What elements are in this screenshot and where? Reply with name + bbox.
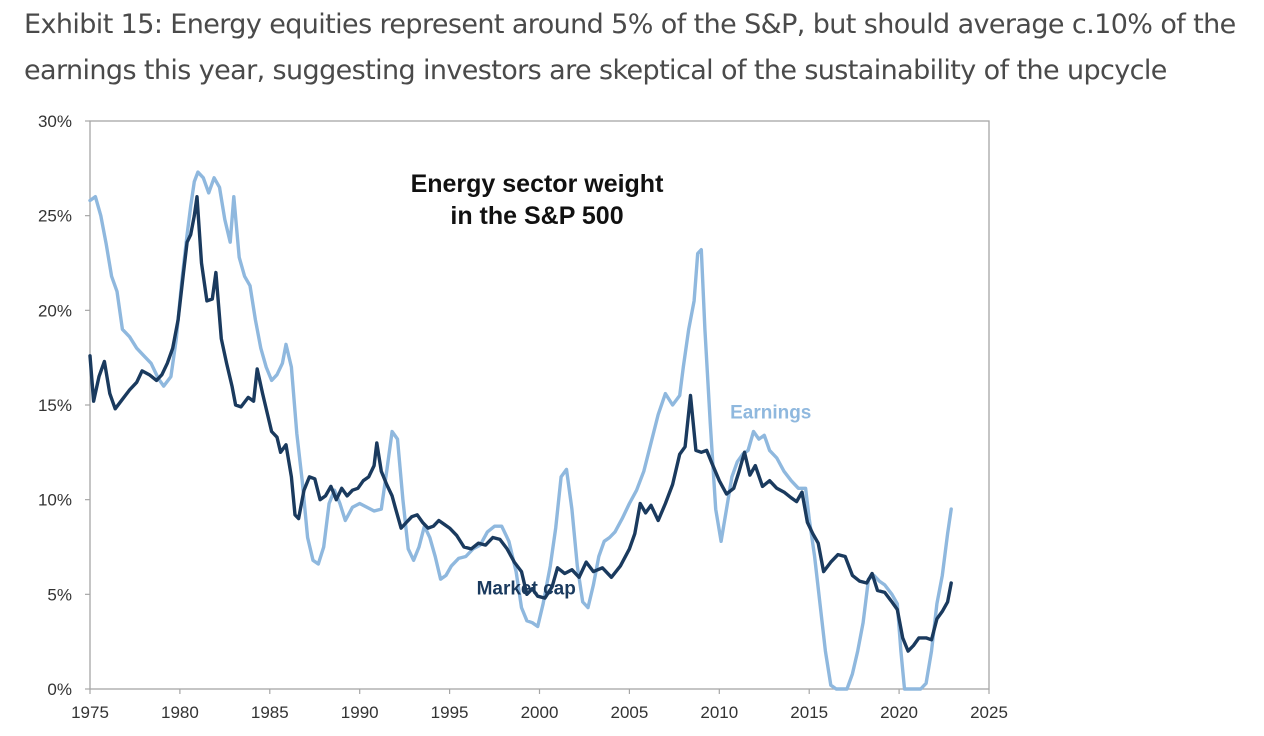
x-tick-label: 2000 <box>521 703 559 722</box>
x-tick-label: 2020 <box>880 703 918 722</box>
x-tick-label: 1985 <box>251 703 289 722</box>
y-tick-label: 10% <box>38 491 72 510</box>
chart-inner-title-line-1: Energy sector weight <box>411 170 665 198</box>
x-tick-label: 2015 <box>790 703 828 722</box>
y-tick-label: 25% <box>38 207 72 226</box>
x-tick-label: 1990 <box>341 703 379 722</box>
earnings-series-line <box>88 170 953 691</box>
y-tick-label: 15% <box>38 396 72 415</box>
x-tick-label: 2025 <box>970 703 1008 722</box>
x-tick-label: 2010 <box>700 703 738 722</box>
series-labels: Market cap Earnings <box>477 402 812 599</box>
chart-inner-title: Energy sector weight in the S&P 500 <box>411 170 665 230</box>
x-tick-label: 2005 <box>610 703 648 722</box>
y-tick-label: 0% <box>47 680 72 699</box>
x-tick-label: 1975 <box>71 703 109 722</box>
market-cap-series-line <box>88 195 953 653</box>
chart-inner-title-line-2: in the S&P 500 <box>450 202 623 230</box>
y-axis: 0% 5% 10% 15% 20% 25% 30% <box>38 112 90 699</box>
series-layer <box>88 170 953 691</box>
x-axis: 1975 1980 1985 1990 1995 2000 2005 2010 2015 2020… <box>71 689 1008 722</box>
y-tick-label: 20% <box>38 301 72 320</box>
y-tick-label: 5% <box>47 585 72 604</box>
x-tick-label: 1995 <box>431 703 469 722</box>
earnings-series-label: Earnings <box>730 402 811 423</box>
exhibit-title: Exhibit 15: Energy equities represent ar… <box>24 9 1236 86</box>
market-cap-series-label: Market cap <box>477 578 576 599</box>
y-tick-label: 30% <box>38 112 72 131</box>
x-tick-label: 1980 <box>161 703 199 722</box>
